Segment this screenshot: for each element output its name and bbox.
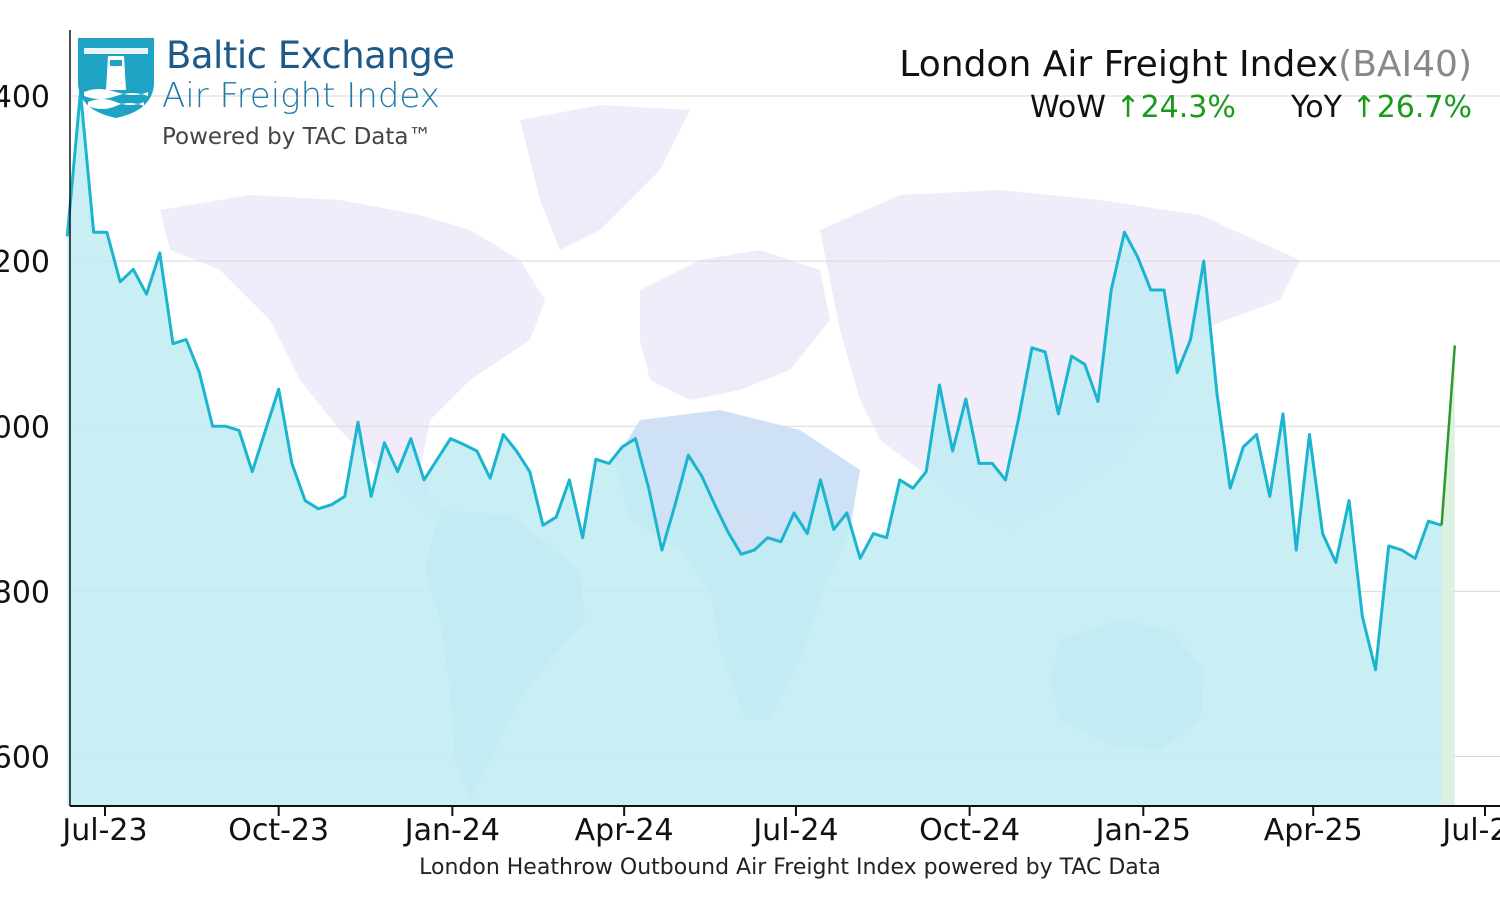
y-axis: 1600 1800 2000 2200 2400 xyxy=(0,80,50,775)
yoy-arrow-icon: ↑ xyxy=(1351,90,1377,125)
axes xyxy=(69,30,1500,807)
x-tick-label: Jan-25 xyxy=(1094,813,1191,848)
y-tick-label: 2000 xyxy=(0,410,50,445)
wow-value: 24.3% xyxy=(1140,90,1236,125)
chart-title-text: London Air Freight Index xyxy=(899,44,1339,85)
series-line xyxy=(65,90,1443,672)
chart-title: London Air Freight Index(BAI40) xyxy=(899,44,1472,85)
yoy-label: YoY xyxy=(1290,90,1342,125)
wow-label: WoW xyxy=(1029,90,1106,125)
yoy-value: 26.7% xyxy=(1376,90,1472,125)
x-tick-label: Jul-24 xyxy=(751,813,838,848)
x-tick-label: Jul-25 xyxy=(1440,813,1500,848)
europe-shape xyxy=(640,250,830,400)
baltic-logo: Baltic Exchange Air Freight Index Powere… xyxy=(74,34,474,159)
x-tick-label: Apr-25 xyxy=(1264,813,1363,848)
chart-caption: London Heathrow Outbound Air Freight Ind… xyxy=(419,855,1161,880)
north-america-shape xyxy=(160,195,545,520)
logo-brand-name: Baltic Exchange xyxy=(166,34,455,77)
index-code: (BAI40) xyxy=(1338,44,1472,85)
area-layer xyxy=(65,90,1457,806)
x-tick-label: Apr-24 xyxy=(575,813,674,848)
x-tick-label: Oct-23 xyxy=(228,813,329,848)
y-tick-label: 1800 xyxy=(0,575,50,610)
logo-powered-by: Powered by TAC Data™ xyxy=(162,124,432,150)
change-summary: WoW ↑24.3% YoY ↑26.7% xyxy=(1030,90,1472,125)
last-week-fill xyxy=(1441,345,1455,806)
area-fill xyxy=(67,91,1442,806)
x-tick-label: Jan-24 xyxy=(403,813,500,848)
y-tick-label: 2200 xyxy=(0,245,50,280)
x-tick-label: Jul-23 xyxy=(60,813,147,848)
y-tick-label: 1600 xyxy=(0,740,50,775)
logo-product-name: Air Freight Index xyxy=(162,76,440,116)
wow-arrow-icon: ↑ xyxy=(1115,90,1141,125)
x-tick-label: Oct-24 xyxy=(919,813,1020,848)
y-tick-label: 2400 xyxy=(0,80,50,115)
lighthouse-shield-icon xyxy=(78,38,154,118)
last-week-segment xyxy=(1440,345,1457,526)
x-axis: Jul-23 Oct-23 Jan-24 Apr-24 Jul-24 Oct-24 Jan-… xyxy=(60,806,1500,848)
greenland-shape xyxy=(520,105,690,250)
